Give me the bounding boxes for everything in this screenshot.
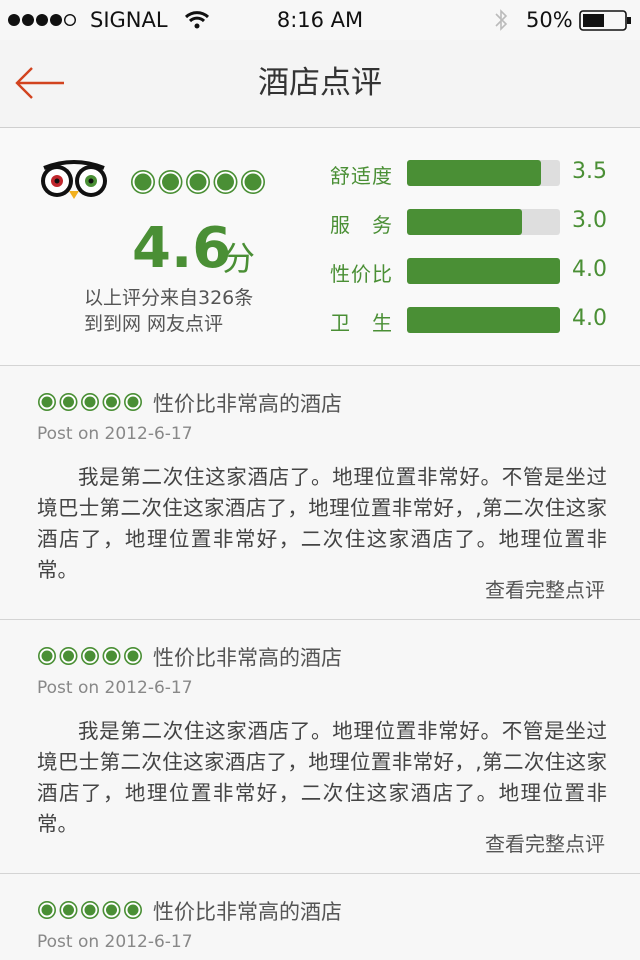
rating-bar (407, 307, 560, 333)
note-line: 到到网 网友点评 (84, 313, 224, 335)
rating-bar (407, 209, 522, 235)
review-circles (37, 392, 145, 416)
review-item: 性价比非常高的酒店 Post on 2012-6-17 我是第二次住这家酒店了。地理… (0, 366, 640, 620)
circle-icons (38, 901, 143, 919)
rating-value: 3.0 (572, 208, 607, 233)
review-title: 性价比非常高的酒店 (153, 646, 342, 670)
review-item: 性价比非常高的酒店 Post on 2012-6-17 (0, 874, 640, 960)
overall-score: 4.6 (132, 216, 232, 281)
time: 8:16 AM (276, 8, 364, 32)
rating-label: 服务 (330, 213, 392, 237)
rating-summary: 4.6 分 以上评分来自326条 到到网 网友点评 舒适度 3.5 服务 3.0 性价比… (0, 128, 640, 366)
review-body: 我是第二次住这家酒店了。地理位置非常好。不管是坐过境巴士第二次住这家酒店了，地理… (37, 719, 607, 836)
back-button[interactable] (14, 66, 66, 100)
full-review-link[interactable]: 查看完整点评 (485, 832, 605, 856)
battery-icon (579, 10, 631, 31)
status-bar: SIGNAL 8:16 AM 50% (0, 0, 640, 40)
page-title: 酒店点评 (258, 65, 382, 101)
rating-label: 性价比 (330, 262, 392, 286)
review-date: Post on 2012-6-17 (37, 678, 193, 698)
rating-circles (130, 169, 268, 199)
review-body: 我是第二次住这家酒店了。地理位置非常好。不管是坐过境巴士第二次住这家酒店了，地理… (37, 465, 607, 582)
circle-icons (38, 647, 143, 665)
carrier: SIGNAL (90, 8, 168, 32)
review-date: Post on 2012-6-17 (37, 424, 193, 444)
wifi-icon (184, 11, 210, 29)
review-circles (37, 900, 145, 924)
score-note: 以上评分来自326条 到到网 网友点评 (84, 285, 253, 337)
full-review-link[interactable]: 查看完整点评 (485, 578, 605, 602)
note-line: 以上评分来自326条 (84, 287, 254, 309)
tripadvisor-logo (41, 160, 107, 199)
rating-label: 卫生 (330, 311, 392, 335)
signal-icon (8, 13, 77, 27)
review-title: 性价比非常高的酒店 (153, 900, 342, 924)
score-unit: 分 (222, 239, 255, 278)
rating-value: 3.5 (572, 159, 607, 184)
bar-track (407, 307, 560, 333)
bar-track (407, 160, 560, 186)
bar-track (407, 258, 560, 284)
rating-label: 舒适度 (330, 164, 392, 188)
bluetooth-icon (495, 9, 508, 31)
review-title: 性价比非常高的酒店 (153, 392, 342, 416)
review-date: Post on 2012-6-17 (37, 932, 193, 952)
rating-value: 4.0 (572, 306, 607, 331)
nav-bar: 酒店点评 (0, 40, 640, 128)
rating-bar (407, 160, 541, 186)
review-item: 性价比非常高的酒店 Post on 2012-6-17 我是第二次住这家酒店了。地理… (0, 620, 640, 874)
battery-text: 50% (526, 8, 573, 32)
circle-icons (131, 170, 266, 194)
rating-value: 4.0 (572, 257, 607, 282)
rating-bar (407, 258, 560, 284)
bar-track (407, 209, 560, 235)
circle-icons (38, 393, 143, 411)
review-circles (37, 646, 145, 670)
